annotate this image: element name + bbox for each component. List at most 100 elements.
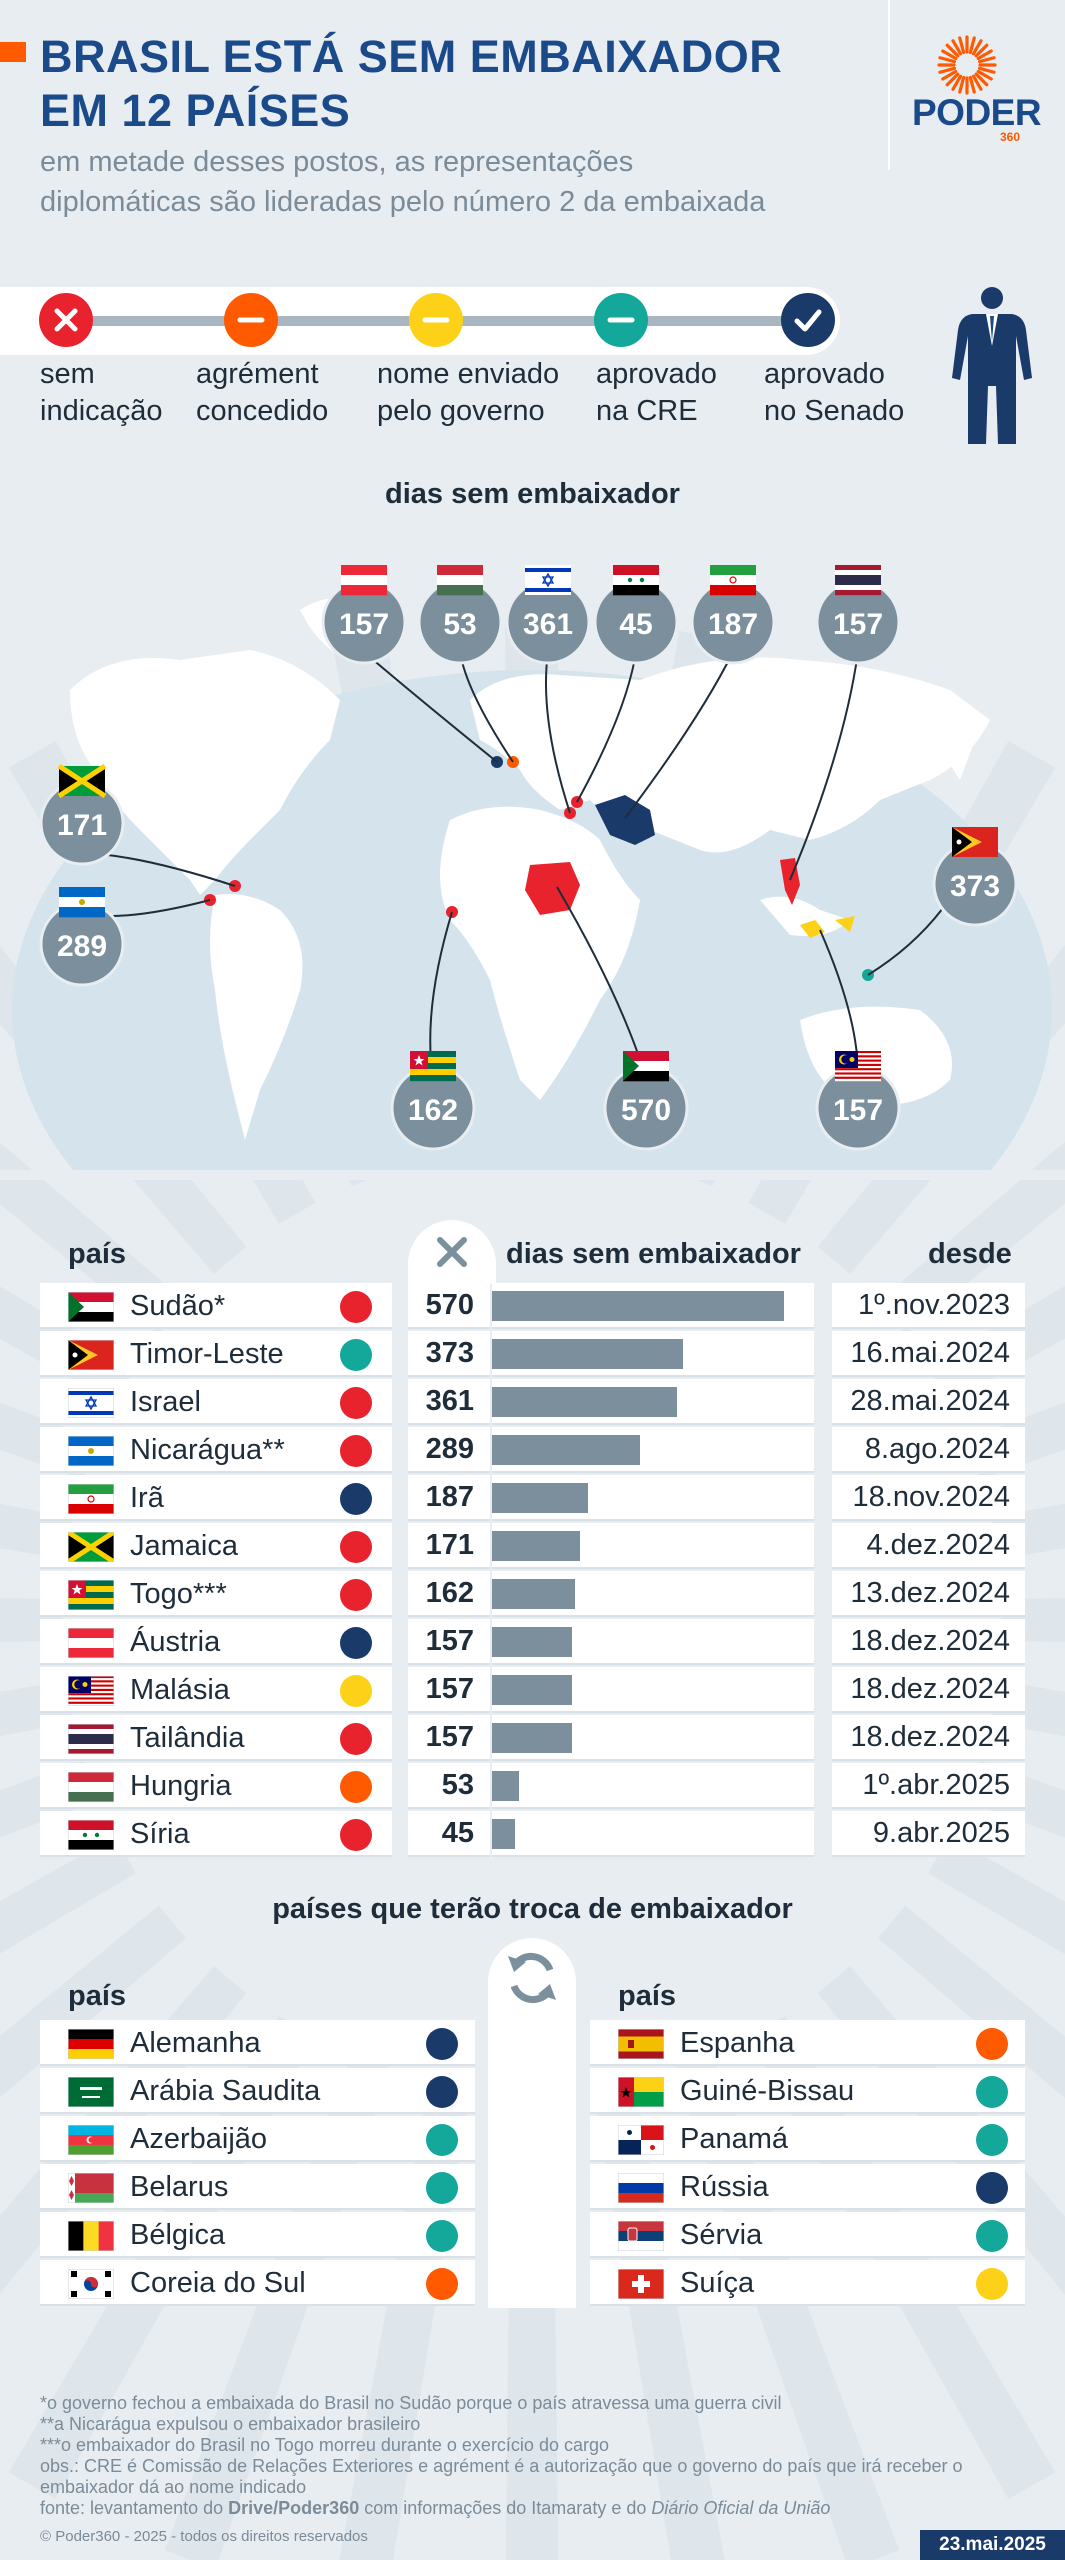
days-bar — [492, 1531, 580, 1561]
days-value: 171 — [425, 1529, 474, 1561]
row-cell-bg — [408, 1523, 490, 1569]
row-cell-bg — [492, 1811, 814, 1857]
row-cell-bg — [832, 1667, 1025, 1713]
table-row: Nicarágua** 289 8.ago.2024 — [40, 1427, 1025, 1473]
copyright: © Poder360 - 2025 - todos os direitos re… — [40, 2528, 368, 2545]
days-bar — [492, 1579, 575, 1609]
source-line: fonte: levantamento do Drive/Poder360 co… — [40, 2498, 1030, 2519]
status-dot — [340, 1387, 372, 1419]
days-value: 187 — [425, 1481, 474, 1513]
bubble-days: 157 — [833, 1094, 883, 1127]
since-date: 18.nov.2024 — [852, 1481, 1011, 1513]
country-name: Hungria — [130, 1770, 232, 1802]
days-value: 157 — [425, 1721, 474, 1753]
source-italic: Diário Oficial da União — [651, 2498, 831, 2518]
map-bubble-timor: 373 — [932, 827, 1018, 927]
country-name: Suíça — [680, 2267, 755, 2299]
footnotes: *o governo fechou a embaixada do Brasil … — [40, 2393, 1030, 2519]
status-dot — [340, 1627, 372, 1659]
flag-thailand-icon — [68, 1724, 114, 1754]
status-dot — [340, 1579, 372, 1611]
days-value: 289 — [425, 1433, 474, 1465]
row-cell-bg — [492, 1715, 814, 1761]
country-name: Panamá — [680, 2123, 789, 2155]
flag-jamaica-icon — [68, 1532, 114, 1562]
days-value: 157 — [425, 1673, 474, 1705]
table-header-days: dias sem embaixador — [506, 1238, 801, 1270]
swap-row-right: Espanha — [590, 2020, 1025, 2066]
map-bubble-israel: 361 — [505, 565, 591, 665]
map-bubble-malaysia: 157 — [815, 1051, 901, 1151]
swap-row-right: Guiné-Bissau — [590, 2068, 1025, 2114]
status-dot — [340, 1771, 372, 1803]
legend-label-sem-indicacao: sem indicação — [40, 356, 240, 430]
table-row: Síria 45 9.abr.2025 — [40, 1811, 1025, 1857]
map-bottom-edge — [0, 1170, 1065, 1180]
legend-label-line: indicação — [40, 395, 163, 427]
source-prefix: fonte: levantamento do — [40, 2498, 229, 2518]
flag-belarus-icon — [68, 2173, 114, 2203]
bubble-days: 171 — [57, 809, 107, 842]
country-name: Irã — [130, 1482, 164, 1514]
logo-text: PODER — [912, 92, 1042, 133]
legend-status-nome-enviado — [409, 293, 463, 347]
legend-label-line: agrément — [196, 358, 319, 390]
bubble-days: 157 — [833, 608, 883, 641]
flag-israel-icon — [68, 1388, 114, 1418]
bubble-days: 373 — [950, 870, 1000, 903]
country-name: Belarus — [130, 2171, 229, 2203]
watermark-ray — [0, 1836, 136, 1954]
leader-line — [544, 651, 571, 814]
map-bubble-iran: 187 — [690, 565, 776, 665]
since-date: 1º.nov.2023 — [858, 1289, 1010, 1321]
bubble-days: 45 — [619, 608, 652, 641]
source-mid: com informações do Itamaraty e do — [359, 2498, 652, 2518]
flag-hungary-icon — [68, 1772, 114, 1802]
row-cell-bg — [832, 1331, 1025, 1377]
continent-shape — [940, 722, 975, 780]
since-date: 18.dez.2024 — [850, 1673, 1010, 1705]
map-bubble-jamaica: 171 — [39, 763, 125, 866]
country-name: Sérvia — [680, 2219, 763, 2251]
subtitle-line-2: diplomáticas são lideradas pelo número 2… — [40, 186, 766, 218]
status-dot — [426, 2172, 458, 2204]
refresh-icon — [508, 1952, 556, 2004]
days-bar — [492, 1339, 684, 1369]
days-bar — [492, 1819, 516, 1849]
days-value: 361 — [425, 1385, 474, 1417]
row-cell-bg — [408, 1763, 490, 1809]
swap-row-left: Coreia do Sul — [40, 2260, 475, 2306]
flag-sudan-icon — [623, 1051, 669, 1082]
country-name: Israel — [130, 1386, 201, 1418]
flag-nicaragua-icon — [68, 1436, 114, 1466]
country-name: Áustria — [130, 1626, 221, 1658]
days-bar — [492, 1291, 784, 1321]
since-date: 9.abr.2025 — [872, 1817, 1010, 1849]
swap-row-right: Rússia — [590, 2164, 1025, 2210]
footnote-obs: obs.: CRE é Comissão de Relações Exterio… — [40, 2456, 963, 2497]
leader-line — [576, 651, 637, 803]
swap-row-right: Sérvia — [590, 2212, 1025, 2258]
legend-label-line: aprovado — [596, 358, 717, 390]
bubble-days: 187 — [708, 608, 758, 641]
row-cell-bg — [832, 1619, 1025, 1665]
flag-austria-icon — [341, 565, 387, 596]
flag-belgium-icon — [68, 2221, 114, 2251]
flag-korea-icon — [68, 2269, 114, 2299]
leader-line — [789, 651, 859, 881]
map-bubble-nicaragua: 289 — [39, 887, 125, 987]
days-bar — [492, 1723, 573, 1753]
flag-timor-icon — [952, 827, 998, 857]
map-title: dias sem embaixador — [385, 478, 680, 510]
flag-austria-icon — [68, 1628, 114, 1658]
legend-status-aprovado-cre — [594, 293, 648, 347]
footnote-2: **a Nicarágua expulsou o embaixador bras… — [40, 2414, 421, 2434]
row-cell-bg — [492, 1427, 814, 1473]
world-map: 157 53 361 45 187 157 171 289 373 162 570 157 — [0, 565, 1065, 1180]
subtitle-line-1: em metade desses postos, as representaçõ… — [40, 146, 634, 178]
legend-label-agrement-concedido: agrément concedido — [196, 356, 396, 430]
flag-jamaica-icon — [57, 763, 107, 799]
row-cell-bg — [832, 1763, 1025, 1809]
row-cell-bg — [832, 1475, 1025, 1521]
status-dot — [340, 1483, 372, 1515]
